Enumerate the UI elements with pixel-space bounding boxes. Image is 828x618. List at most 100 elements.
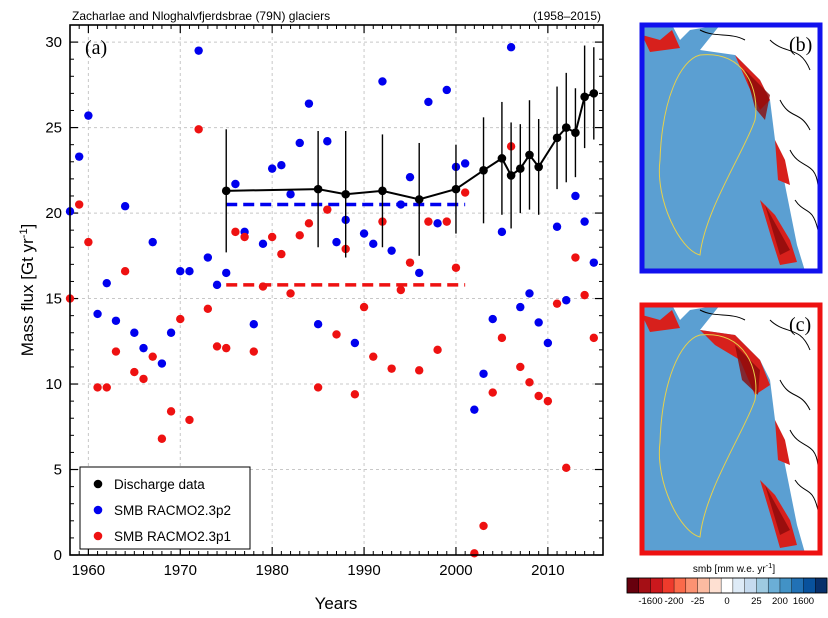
smb-p1-point	[552, 299, 562, 308]
smb-p2-point	[286, 190, 295, 199]
colorbar-swatch	[732, 577, 746, 594]
smb-p1-point	[277, 249, 286, 259]
smb-p2-point	[589, 258, 599, 267]
colorbar-tick-label: -1600	[638, 596, 662, 607]
colorbar-title-main: smb [mm w.e. yr	[693, 564, 766, 575]
smb-p2-point	[84, 111, 93, 120]
smb-p1-point	[130, 367, 139, 377]
smb-p2-point	[120, 202, 130, 211]
y-tick-label: 20	[45, 205, 62, 222]
discharge-point	[571, 128, 580, 138]
smb-p1-point	[396, 285, 406, 295]
map-b-basin-outline	[658, 54, 757, 256]
smb-p2-point	[130, 328, 139, 337]
discharge-point	[525, 150, 534, 160]
smb-p1-point	[405, 258, 415, 267]
x-tick-label: 2010	[531, 562, 564, 579]
smb-p1-point	[267, 232, 277, 242]
smb-p2-point	[203, 253, 213, 262]
smb-p2-point	[415, 268, 424, 278]
smb-p2-point	[433, 219, 442, 228]
smb-p1-point	[84, 237, 93, 247]
smb-p2-point	[258, 239, 268, 249]
smb-p1-point	[295, 231, 304, 240]
smb-p2-point	[378, 77, 387, 86]
x-axis-title: Years	[315, 594, 358, 613]
smb-p2-point	[580, 217, 589, 226]
smb-p2-point	[332, 237, 341, 247]
colorbar-swatch	[803, 577, 816, 594]
plot-frame	[69, 24, 604, 556]
colorbar-swatch	[697, 577, 710, 594]
discharge-point	[378, 186, 387, 196]
smb-p2-point	[111, 316, 121, 325]
smb-p1-point	[111, 347, 121, 356]
discharge-point	[479, 166, 488, 175]
smb-p1-point	[212, 342, 222, 351]
discharge-point	[497, 154, 507, 163]
x-tick-label: 1990	[347, 562, 380, 579]
smb-p1-point	[176, 314, 185, 324]
smb-p1-point	[543, 396, 553, 406]
smb-p1-point	[479, 521, 488, 531]
discharge-point	[414, 195, 424, 204]
smb-p1-point	[424, 217, 433, 226]
smb-p1-point	[497, 333, 507, 343]
colorbar-swatch	[779, 577, 793, 594]
map-c-coastline	[699, 309, 819, 511]
smb-p2-point	[571, 191, 580, 201]
y-tick-label: 0	[54, 547, 62, 564]
smb-p1-point	[222, 343, 231, 353]
colorbar-tick-label: 1600	[793, 596, 814, 607]
smb-p1-point	[369, 352, 378, 361]
smb-p2-point	[479, 369, 488, 378]
smb-p2-point	[231, 179, 240, 189]
smb-p1-point	[415, 366, 424, 375]
smb-p2-point	[313, 319, 323, 329]
colorbar-swatch	[744, 577, 757, 594]
smb-p1-point	[350, 390, 360, 399]
smb-p2-point	[387, 246, 396, 255]
panel-label-a: (a)	[85, 37, 107, 59]
colorbar-swatch	[626, 577, 640, 594]
smb-p2-point	[93, 309, 102, 319]
smb-p1-point	[580, 290, 589, 300]
smb-p1-point	[313, 383, 323, 392]
smb-p2-point	[277, 160, 286, 170]
colorbar-swatch	[815, 577, 828, 594]
chart-period: (1958–2015)	[533, 9, 601, 23]
smb-p2-point	[304, 99, 314, 108]
smb-p2-point	[295, 138, 304, 148]
smb-p2-point	[157, 359, 167, 368]
y-tick-label: 15	[45, 291, 62, 308]
y-axis-title-close: ]	[18, 224, 37, 229]
colorbar: -1600 -200 -25 0 25 200 1600	[626, 577, 828, 607]
smb-p1-point	[258, 282, 268, 291]
discharge-point	[515, 164, 525, 173]
smb-p2-point	[176, 266, 185, 276]
colorbar-tick-label: 25	[751, 596, 762, 607]
y-tick-label: 10	[45, 376, 62, 393]
smb-p2-point	[249, 319, 258, 329]
smb-p1-point	[359, 302, 369, 312]
smb-p1-point	[102, 383, 111, 392]
legend-label-p1: SMB RACMO2.3p1	[114, 529, 231, 544]
smb-p2-point	[148, 237, 157, 247]
smb-p2-point	[323, 137, 332, 146]
smb-p2-point	[222, 268, 231, 278]
legend-marker-p2	[93, 505, 103, 515]
smb-p1-point	[203, 304, 213, 314]
smb-p1-point	[185, 415, 194, 425]
map-c-frame	[639, 302, 823, 556]
smb-p1-point	[323, 205, 332, 214]
smb-p1-point	[534, 391, 543, 401]
colorbar-swatch	[650, 577, 663, 594]
x-tick-label: 2000	[439, 562, 472, 579]
colorbar-swatch	[756, 577, 769, 594]
smb-p1-point	[525, 378, 534, 387]
smb-p1-point	[460, 188, 470, 197]
legend-label-p2: SMB RACMO2.3p2	[114, 503, 231, 518]
smb-p2-point	[194, 46, 203, 55]
discharge-point	[534, 162, 543, 172]
smb-p2-point	[516, 302, 525, 312]
